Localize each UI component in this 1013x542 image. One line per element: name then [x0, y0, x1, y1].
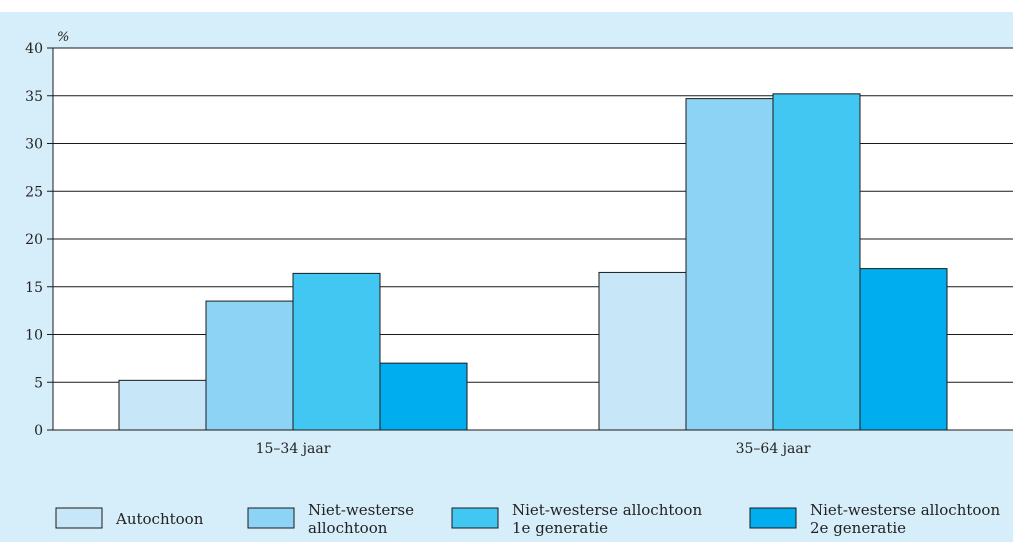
legend-swatch-niet-westerse-allochtoon: [247, 507, 295, 529]
category-label-1: 15–34 jaar: [256, 441, 331, 457]
bar-niet-westerse-allochtoon-2: [685, 98, 774, 431]
y-tick-label-25: 25: [25, 184, 43, 200]
legend-label-niet-westerse-allochtoon-2e-generatie-line-2: 2e generatie: [810, 519, 906, 537]
legend-label-niet-westerse-allochtoon-1e-generatie-line-1: Niet-westerse allochtoon: [512, 501, 702, 519]
bar-niet-westerse-allochtoon-2e-generatie-1: [379, 362, 468, 431]
axes: [47, 47, 1013, 431]
legend-label-niet-westerse-allochtoon-2e-generatie-line-1: Niet-westerse allochtoon: [810, 501, 1000, 519]
bars: [118, 93, 948, 431]
legend-label-niet-westerse-allochtoon-line-1: Niet-westerse: [308, 501, 414, 519]
category-labels: 15–34 jaar 35–64 jaar: [256, 441, 811, 457]
bar-autochtoon-1: [118, 379, 207, 431]
y-tick-label-35: 35: [25, 89, 43, 105]
y-tick-label-40: 40: [25, 41, 43, 57]
y-tick-label-20: 20: [25, 232, 43, 248]
legend-label-autochtoon: Autochtoon: [115, 510, 204, 528]
legend-item-autochtoon: Autochtoon: [55, 507, 204, 529]
y-tick-labels: 0 5 10 15 20 25 30 35 40: [25, 41, 43, 439]
legend-swatch-autochtoon: [55, 507, 103, 529]
y-axis-unit-label: %: [57, 30, 69, 45]
bar-autochtoon-2: [598, 271, 687, 431]
y-tick-label-5: 5: [34, 375, 43, 391]
legend-swatch-niet-westerse-allochtoon-2e-generatie: [749, 507, 797, 529]
bar-niet-westerse-allochtoon-1e-generatie-2: [772, 93, 861, 431]
legend-label-niet-westerse-allochtoon-line-2: allochtoon: [308, 519, 388, 537]
y-tick-label-30: 30: [25, 137, 43, 153]
y-tick-label-0: 0: [34, 423, 43, 439]
bar-niet-westerse-allochtoon-1e-generatie-1: [292, 272, 381, 431]
bar-niet-westerse-allochtoon-1: [205, 300, 294, 431]
legend-swatch-niet-westerse-allochtoon-1e-generatie: [451, 507, 499, 529]
legend-label-niet-westerse-allochtoon-1e-generatie-line-2: 1e generatie: [512, 519, 608, 537]
y-tick-label-15: 15: [25, 280, 43, 296]
bar-niet-westerse-allochtoon-2e-generatie-2: [859, 268, 948, 431]
legend: Autochtoon Niet-westerseallochtoonNiet-we…: [55, 501, 1000, 537]
category-label-2: 35–64 jaar: [736, 441, 811, 457]
y-tick-label-10: 10: [25, 328, 43, 344]
